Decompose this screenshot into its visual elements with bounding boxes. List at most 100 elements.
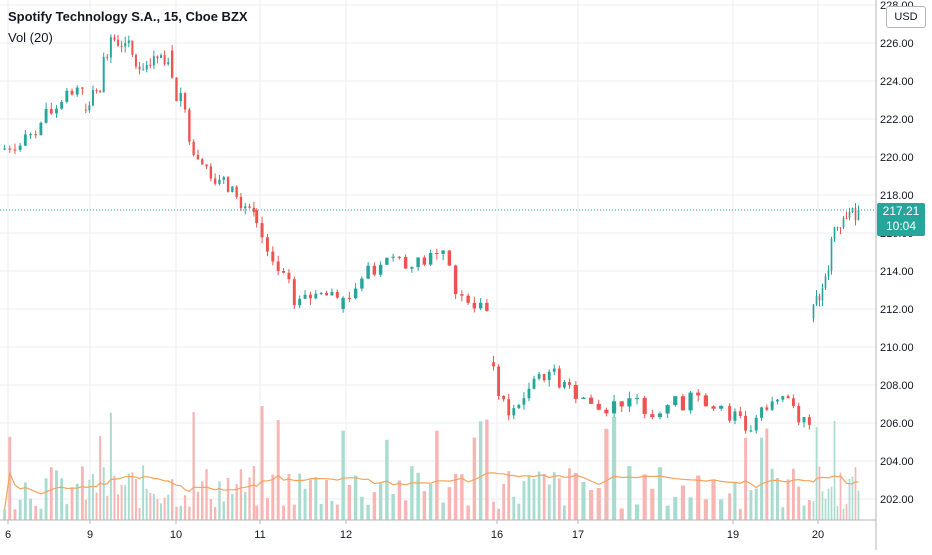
candle-body [303, 294, 307, 299]
volume-bar [75, 483, 79, 520]
candle-body [673, 396, 678, 406]
candle-body [781, 396, 785, 400]
candle-body [106, 56, 109, 58]
volume-bar [845, 503, 848, 520]
volume-bar [830, 486, 833, 520]
candle-body [252, 207, 256, 213]
volume-bar [160, 503, 163, 520]
candle-body [175, 77, 178, 102]
volume-bar [134, 479, 137, 520]
volume-bar [453, 473, 458, 520]
volume-bar [542, 474, 546, 520]
candles [3, 34, 860, 434]
candle-body [830, 239, 833, 271]
last-price-badge: 217.21 10:04 [877, 203, 925, 236]
candle-body [786, 396, 790, 399]
volume-bar [478, 421, 483, 520]
candle-body [113, 37, 116, 40]
volume-bars [3, 406, 860, 520]
candle-body [845, 217, 848, 219]
volume-bar [188, 506, 191, 520]
volume-bar [447, 487, 452, 520]
y-tick-label: 220.00 [880, 152, 914, 164]
candle-body [319, 292, 323, 294]
volume-bar [49, 467, 53, 520]
candle-body [213, 178, 217, 184]
candle-body [134, 54, 137, 67]
volume-bar [642, 474, 647, 520]
candle-body [502, 396, 506, 400]
candle-body [478, 302, 483, 309]
volume-bar [314, 477, 318, 520]
candle-body [557, 368, 561, 388]
candle-body [441, 250, 445, 254]
volume-bar [341, 430, 345, 520]
candle-body [818, 296, 821, 301]
volume-bar [673, 496, 678, 520]
volume-bar [492, 501, 495, 520]
volume-bar [13, 509, 17, 520]
volume-bar [209, 498, 213, 520]
volume-bar [60, 478, 64, 520]
y-tick-label: 208.00 [880, 380, 914, 392]
currency-button[interactable]: USD [886, 6, 926, 28]
y-tick-label: 212.00 [880, 304, 914, 316]
candle-body [611, 401, 617, 414]
volume-bar [703, 499, 708, 520]
volume-bar [460, 474, 464, 520]
candle-body [152, 56, 155, 66]
candle-body [330, 291, 334, 296]
candle-body [160, 55, 163, 59]
candle-body [552, 368, 556, 372]
volume-bar [347, 485, 352, 520]
x-tick-label: 10 [170, 529, 182, 541]
grid [0, 0, 876, 520]
volume-bar [441, 502, 445, 520]
candle-body [527, 388, 531, 399]
volume-bar [201, 481, 204, 520]
candle-body [149, 64, 152, 66]
volume-bar [512, 496, 516, 520]
volume-bar [218, 481, 221, 520]
candle-body [492, 362, 495, 367]
candle-body [634, 397, 640, 399]
volume-bar [360, 496, 364, 520]
volume-bar [183, 495, 187, 520]
candle-body [627, 398, 632, 407]
x-tick-label: 16 [491, 529, 503, 541]
volume-bar [688, 497, 693, 520]
x-tick-label: 20 [812, 529, 824, 541]
candle-body [196, 154, 200, 160]
candle-body [410, 267, 414, 269]
candle-body [749, 430, 753, 432]
volume-bar [854, 467, 857, 520]
volume-bar [422, 491, 427, 520]
x-tick-label: 17 [572, 529, 584, 541]
volume-bar [372, 492, 377, 520]
volume-bar [152, 493, 155, 520]
y-tick-label: 222.00 [880, 114, 914, 126]
candle-body [314, 293, 318, 299]
candle-body [372, 265, 377, 275]
volume-bar [848, 478, 851, 520]
candle-body [201, 159, 204, 165]
candle-body [99, 90, 102, 93]
volume-bar [330, 500, 334, 520]
volume-bar [537, 471, 541, 520]
candle-body [3, 148, 7, 150]
candle-body [60, 101, 64, 109]
volume-bar [781, 507, 785, 520]
candle-body [167, 62, 170, 65]
volume-indicator-label[interactable]: Vol (20) [8, 30, 53, 45]
candle-body [397, 256, 402, 258]
candle-body [75, 87, 79, 95]
y-tick-label: 202.00 [880, 494, 914, 506]
volume-bar [55, 470, 58, 520]
candle-body [120, 45, 123, 47]
candle-body [522, 398, 526, 405]
volume-bar [167, 494, 170, 520]
candle-body [754, 417, 758, 431]
candle-body [366, 265, 370, 279]
